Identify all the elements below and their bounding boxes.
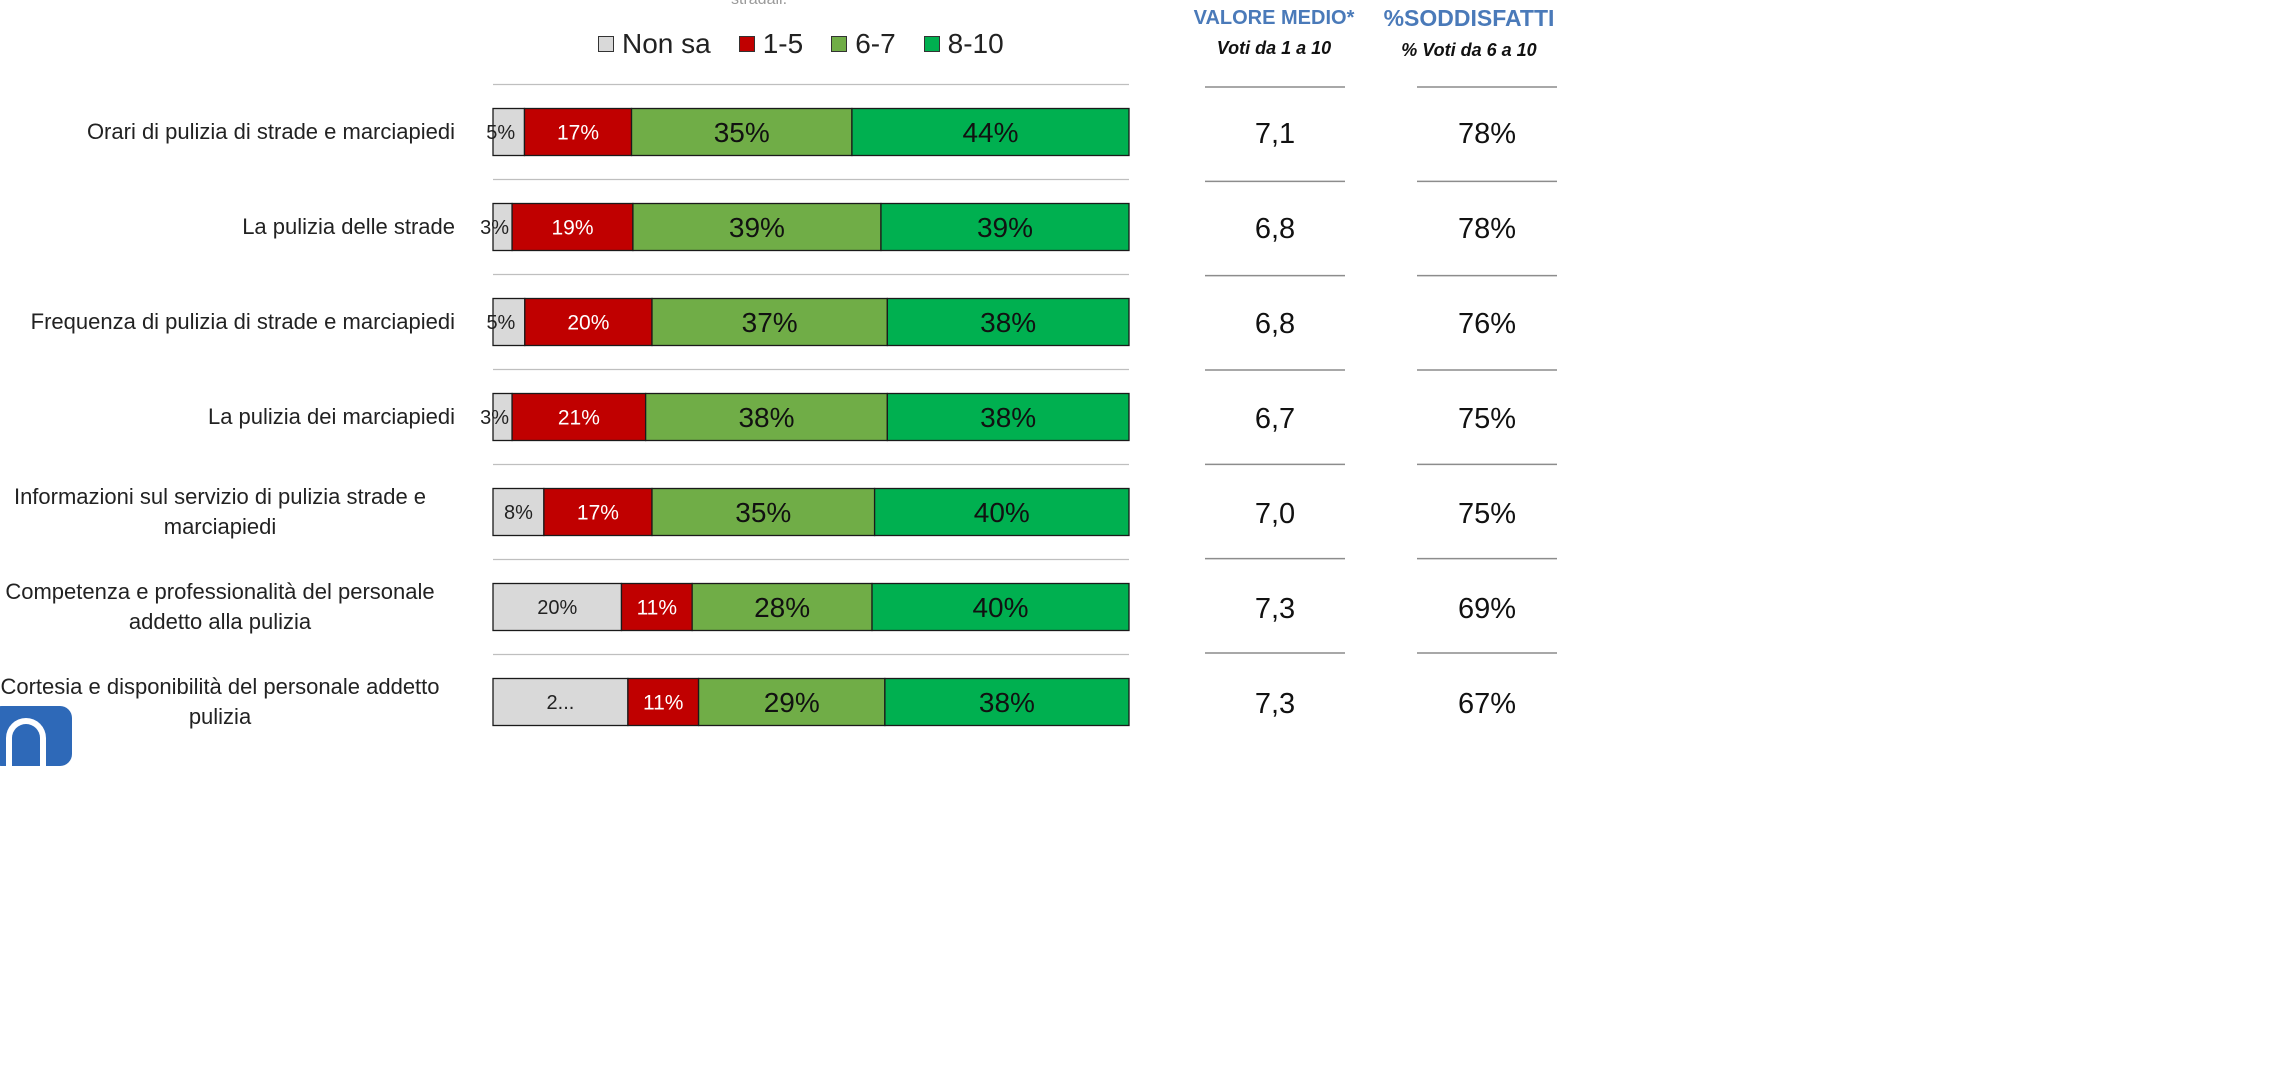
category-label: Cortesia e disponibilità del personale a…: [0, 674, 440, 729]
legend-swatch-non-sa: [598, 36, 614, 52]
bar-segment-6-7: [651, 297, 888, 347]
data-label: 29%: [764, 687, 820, 718]
satisfied-pct: 78%: [1457, 118, 1517, 150]
mean-column-header: VALORE MEDIO* Voti da 1 a 10: [1184, 7, 1364, 59]
data-label: 19%: [551, 217, 593, 240]
data-label: 39%: [729, 212, 785, 243]
legend-swatch-6-7: [831, 36, 848, 52]
stacked-bar-chart: 5% 17% 35% 44% 3% 19% 39% 39% 5% 20% 37% 38% 3% 21% 38…: [480, 83, 1557, 727]
bar-segment-1-5: [627, 677, 700, 727]
data-label: 28%: [754, 592, 810, 623]
satisfied-column-subtitle: % Voti da 6 a 10: [1401, 40, 1537, 60]
bar-segment-1-5: [620, 582, 693, 632]
data-label: 21%: [558, 407, 600, 430]
satisfied-pct: 67%: [1457, 688, 1517, 720]
legend-item-1-5: 1-5: [738, 28, 804, 60]
bar-segment-8-10: [886, 392, 1130, 442]
bar-segment-non-sa: [492, 487, 545, 537]
data-label: 40%: [972, 592, 1028, 623]
legend-item-8-10: 8-10: [923, 28, 1004, 60]
mean-column-subtitle: Voti da 1 a 10: [1216, 38, 1332, 58]
bar-segment-1-5: [543, 487, 653, 537]
data-label: 38%: [980, 307, 1036, 338]
mean-value: 6,8: [1254, 308, 1296, 340]
data-label: 3%: [480, 407, 509, 429]
mean-value: 6,8: [1254, 213, 1296, 245]
data-label: 35%: [735, 497, 791, 528]
mean-value: 7,1: [1254, 118, 1296, 150]
satisfied-column-title: %SODDISFATTI: [1383, 5, 1555, 31]
legend-swatch-8-10: [923, 36, 940, 52]
legend-label-1-5: 1-5: [762, 28, 804, 59]
data-label: 20%: [537, 597, 577, 619]
legend-label-non-sa: Non sa: [622, 28, 711, 59]
data-label: 17%: [577, 502, 619, 525]
satisfied-pct: 75%: [1457, 403, 1517, 435]
legend-label-8-10: 8-10: [947, 28, 1004, 59]
bar-segment-1-5: [524, 297, 653, 347]
data-label: 44%: [962, 117, 1018, 148]
category-label: La pulizia delle strade: [242, 214, 455, 239]
data-label: 37%: [742, 307, 798, 338]
category-label: Informazioni sul servizio di pulizia str…: [13, 484, 427, 539]
legend-label-6-7: 6-7: [855, 28, 896, 59]
satisfied-column-header: %SODDISFATTI % Voti da 6 a 10: [1370, 5, 1568, 61]
data-label: 39%: [977, 212, 1033, 243]
bar-segment-8-10: [880, 202, 1130, 252]
data-label: 17%: [557, 122, 599, 145]
category-label: Orari di pulizia di strade e marciapiedi: [86, 119, 455, 144]
chart-legend: Non sa 1-5 6-7 8-10: [598, 28, 1032, 60]
bar-segment-8-10: [873, 487, 1130, 537]
data-label: 11%: [637, 597, 677, 620]
mean-value: 7,3: [1254, 688, 1296, 720]
top-note: stradali.: [731, 0, 787, 9]
bar-segment-8-10: [871, 582, 1130, 632]
satisfied-pct: 76%: [1457, 308, 1517, 340]
mean-value: 7,0: [1254, 498, 1296, 530]
satisfied-pct: 75%: [1457, 498, 1517, 530]
data-label: 38%: [979, 687, 1035, 718]
data-label: 38%: [980, 402, 1036, 433]
legend-swatch-1-5: [738, 36, 755, 52]
mean-value: 6,7: [1254, 403, 1296, 435]
bar-segment-8-10: [851, 107, 1130, 157]
bar-segment-non-sa: [492, 107, 526, 157]
legend-item-6-7: 6-7: [831, 28, 896, 60]
data-label: 40%: [974, 497, 1030, 528]
brand-logo: [0, 706, 72, 766]
data-label: 3%: [480, 217, 509, 239]
data-label: 8%: [504, 502, 533, 524]
bar-segment-8-10: [886, 297, 1130, 347]
category-label: Competenza e professionalità del persona…: [5, 579, 435, 634]
mean-column-title: VALORE MEDIO*: [1193, 7, 1355, 29]
data-label: 35%: [714, 117, 770, 148]
bar-segment-6-7: [632, 202, 882, 252]
satisfied-pct: 69%: [1457, 593, 1517, 625]
bar-segment-1-5: [523, 107, 633, 157]
bar-segment-6-7: [697, 677, 886, 727]
bar-segment-8-10: [884, 677, 1130, 727]
data-label: 5%: [486, 312, 515, 334]
bar-segment-6-7: [630, 107, 853, 157]
bar-segment-6-7: [651, 487, 876, 537]
bar-segment-1-5: [511, 202, 634, 252]
category-label: Frequenza di pulizia di strade e marciap…: [30, 309, 455, 334]
satisfied-pct: 78%: [1457, 213, 1517, 245]
mean-value: 7,3: [1254, 593, 1296, 625]
data-label: 5%: [486, 122, 515, 144]
category-label: La pulizia dei marciapiedi: [207, 404, 455, 429]
data-label: 11%: [643, 692, 683, 715]
bar-segment-1-5: [511, 392, 647, 442]
data-label: 20%: [567, 312, 609, 335]
legend-item-non-sa: Non sa: [598, 28, 711, 60]
data-label: 2...: [547, 692, 575, 714]
data-label: 38%: [738, 402, 794, 433]
